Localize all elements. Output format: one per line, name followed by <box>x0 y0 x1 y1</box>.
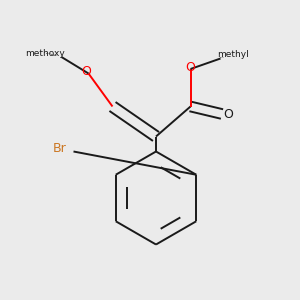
Text: O: O <box>81 64 91 78</box>
Text: O: O <box>224 108 233 121</box>
Text: methyl: methyl <box>217 50 248 59</box>
Text: methyl: methyl <box>53 55 58 56</box>
Text: methoxy: methoxy <box>51 53 57 55</box>
Text: methoxy: methoxy <box>46 53 52 54</box>
Text: methyl: methyl <box>220 56 224 58</box>
Text: Br: Br <box>52 142 66 155</box>
Text: O: O <box>186 61 195 74</box>
Text: methoxy: methoxy <box>25 49 65 58</box>
